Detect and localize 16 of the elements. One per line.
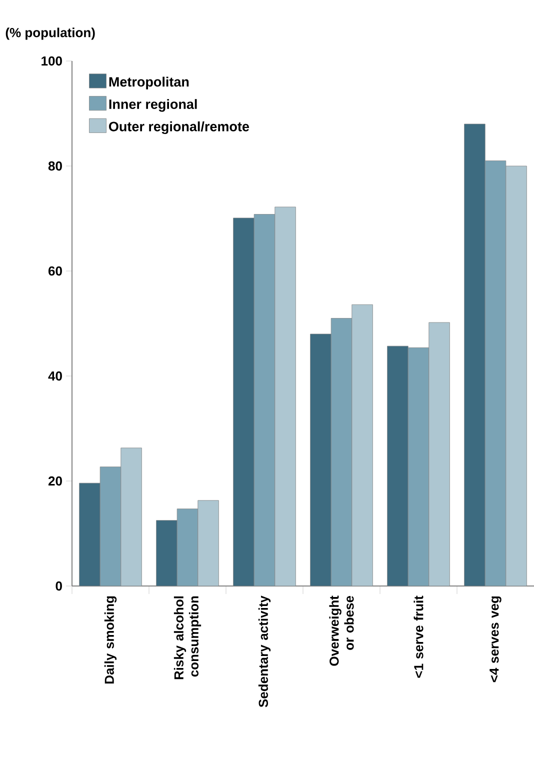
legend-label: Metropolitan	[109, 76, 189, 90]
legend-label: Outer regional/remote	[108, 121, 250, 134]
x-tick-label: Overweight or obese	[329, 596, 354, 666]
x-tick-label: <1 serve fruit	[414, 596, 424, 678]
y-axis-title: (% population)	[6, 28, 95, 40]
y-tick-label: 40	[48, 371, 62, 381]
y-tick-label: 80	[48, 161, 62, 171]
y-tick-label: 60	[48, 266, 62, 276]
x-tick-label: Risky alcohol consumption	[174, 596, 202, 680]
y-tick-label: 0	[56, 581, 62, 591]
legend-label: Inner regional	[109, 99, 197, 112]
x-tick-label: Daily smoking	[104, 596, 117, 684]
y-tick-label: 100	[42, 56, 62, 66]
x-tick-label: <4 serves veg	[490, 596, 502, 682]
x-tick-label: Sedentary activity	[258, 596, 271, 708]
y-tick-label: 20	[48, 476, 62, 486]
